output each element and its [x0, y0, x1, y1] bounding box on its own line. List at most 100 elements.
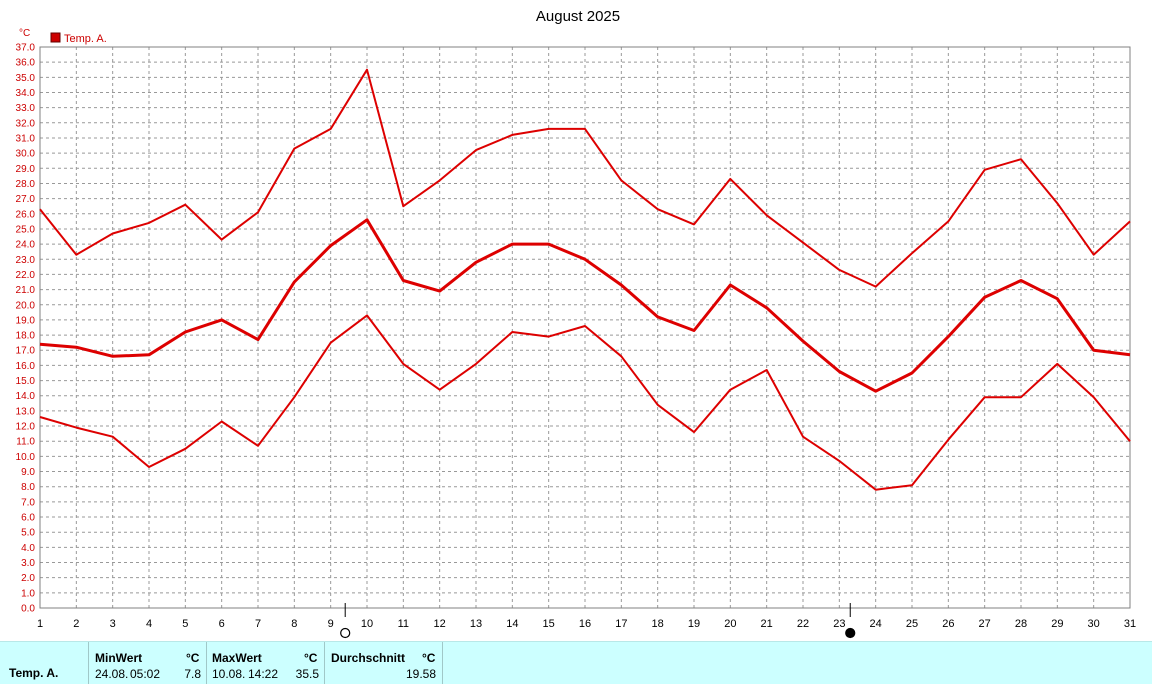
x-tick-label: 22 — [797, 618, 809, 630]
y-tick-label: 23.0 — [16, 255, 36, 266]
x-tick-label: 10 — [361, 618, 373, 630]
x-axis-ticks: 1 2 3 4 5 6 7 8 9 10 11 12 13 14 15 16 17 18 19 20 21 22 23 24 2… — [37, 618, 1136, 630]
x-tick-label: 25 — [906, 618, 918, 630]
y-tick-label: 18.0 — [16, 331, 36, 342]
y-tick-label: 16.0 — [16, 361, 36, 372]
x-tick-label: 31 — [1124, 618, 1136, 630]
x-tick-label: 19 — [688, 618, 700, 630]
y-tick-label: 34.0 — [16, 88, 36, 99]
chart-title: August 2025 — [536, 8, 620, 25]
x-tick-label: 9 — [328, 618, 334, 630]
y-tick-label: 5.0 — [21, 528, 35, 539]
x-tick-label: 29 — [1051, 618, 1063, 630]
new-moon-icon — [845, 627, 856, 639]
y-tick-label: 35.0 — [16, 73, 36, 84]
stats-min-unit: °C — [186, 651, 200, 665]
stats-max-time: 14:22 — [248, 667, 279, 681]
x-tick-label: 23 — [833, 618, 845, 630]
x-tick-label: 21 — [761, 618, 773, 630]
statistics-bar: Temp. A. MinWert °C 24.08. 05:02 7.8 Max… — [0, 641, 1152, 684]
stats-min-header: MinWert — [95, 651, 143, 665]
x-tick-label: 24 — [870, 618, 882, 630]
y-tick-label: 7.0 — [21, 497, 35, 508]
x-tick-label: 5 — [182, 618, 188, 630]
y-tick-label: 12.0 — [16, 422, 36, 433]
stats-max-header: MaxWert — [212, 651, 262, 665]
y-tick-label: 0.0 — [21, 604, 35, 615]
x-tick-label: 26 — [942, 618, 954, 630]
plot-area-frame — [39, 46, 1131, 609]
x-tick-label: 2 — [73, 618, 79, 630]
stats-min-value: 7.8 — [184, 667, 201, 681]
series-line-max — [39, 68, 1131, 288]
stats-min-cell: MinWert °C 24.08. 05:02 7.8 — [88, 642, 207, 684]
full-moon-icon — [340, 627, 351, 639]
x-tick-label: 27 — [979, 618, 991, 630]
y-tick-label: 37.0 — [16, 43, 36, 54]
y-tick-label: 32.0 — [16, 118, 36, 129]
x-tick-label: 13 — [470, 618, 482, 630]
stats-min-time: 05:02 — [130, 667, 161, 681]
y-tick-label: 30.0 — [16, 149, 36, 160]
y-tick-label: 6.0 — [21, 513, 35, 524]
y-tick-label: 31.0 — [16, 133, 36, 144]
x-tick-label: 30 — [1088, 618, 1100, 630]
stats-avg-header: Durchschnitt — [331, 651, 406, 665]
x-tick-label: 17 — [615, 618, 627, 630]
y-tick-label: 27.0 — [16, 194, 36, 205]
y-tick-label: 14.0 — [16, 391, 36, 402]
x-tick-label: 14 — [506, 618, 518, 630]
stats-max-cell: MaxWert °C 10.08. 14:22 35.5 — [206, 642, 325, 684]
y-tick-label: 22.0 — [16, 270, 36, 281]
y-tick-label: 33.0 — [16, 103, 36, 114]
y-tick-label: 29.0 — [16, 164, 36, 175]
grid — [40, 47, 1130, 608]
stats-avg-unit: °C — [422, 651, 436, 665]
y-axis-unit: °C — [19, 28, 30, 39]
stats-avg-cell: Durchschnitt °C 19.58 — [324, 642, 443, 684]
y-tick-label: 10.0 — [16, 452, 36, 463]
stats-min-date: 24.08. — [95, 667, 129, 681]
x-tick-label: 12 — [434, 618, 446, 630]
x-tick-label: 3 — [110, 618, 116, 630]
y-tick-label: 28.0 — [16, 179, 36, 190]
series-line-min — [39, 314, 1131, 491]
y-tick-label: 19.0 — [16, 315, 36, 326]
stats-max-value: 35.5 — [295, 667, 319, 681]
moon-markers — [340, 603, 856, 639]
y-tick-label: 8.0 — [21, 482, 35, 493]
y-tick-label: 2.0 — [21, 573, 35, 584]
y-tick-label: 11.0 — [16, 437, 35, 448]
y-tick-label: 13.0 — [16, 406, 36, 417]
x-tick-label: 6 — [219, 618, 225, 630]
y-tick-label: 15.0 — [16, 376, 36, 387]
y-axis-ticks: 0.0 1.0 2.0 3.0 4.0 5.0 6.0 7.0 8.0 9.0 10.0 11.0 12… — [16, 43, 36, 615]
stats-max-unit: °C — [304, 651, 318, 665]
stats-row-label: Temp. A. — [9, 666, 59, 680]
y-tick-label: 26.0 — [16, 209, 36, 220]
series-line-avg — [39, 218, 1131, 393]
y-tick-label: 4.0 — [21, 543, 35, 554]
y-tick-label: 20.0 — [16, 300, 36, 311]
legend-label: Temp. A. — [64, 33, 107, 45]
x-tick-label: 15 — [543, 618, 555, 630]
x-tick-label: 16 — [579, 618, 591, 630]
x-tick-label: 11 — [398, 618, 409, 630]
x-tick-label: 7 — [255, 618, 261, 630]
y-tick-label: 17.0 — [16, 346, 36, 357]
x-tick-label: 20 — [724, 618, 736, 630]
series-lines — [39, 68, 1131, 491]
y-tick-label: 25.0 — [16, 224, 36, 235]
x-tick-label: 18 — [652, 618, 664, 630]
legend-swatch — [50, 32, 61, 43]
y-tick-label: 1.0 — [21, 588, 35, 599]
y-tick-label: 9.0 — [21, 467, 35, 478]
x-tick-label: 4 — [146, 618, 152, 630]
x-tick-label: 28 — [1015, 618, 1027, 630]
stats-max-date: 10.08. — [212, 667, 246, 681]
stats-avg-value: 19.58 — [405, 667, 436, 681]
x-tick-label: 8 — [291, 618, 297, 630]
y-tick-label: 21.0 — [16, 285, 36, 296]
y-tick-label: 3.0 — [21, 558, 35, 569]
y-tick-label: 24.0 — [16, 240, 36, 251]
